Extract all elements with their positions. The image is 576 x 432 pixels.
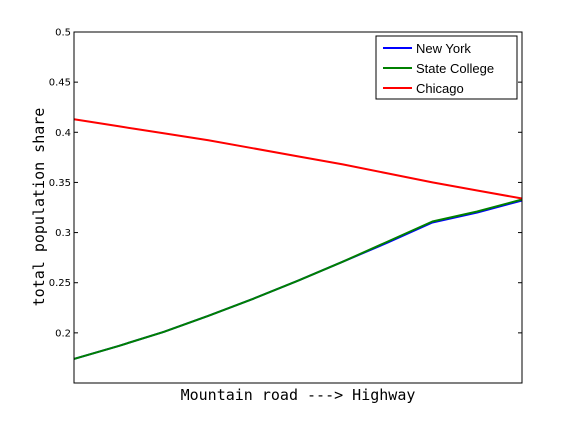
y-axis-ticks: 0.2 0.25 0.3 0.35 0.4 0.45 0.5 xyxy=(49,28,522,339)
series-layer xyxy=(73,118,523,360)
legend-label-chicago: Chicago xyxy=(416,81,464,96)
y-axis-label: total population share xyxy=(30,108,48,307)
y-tick-label: 0.25 xyxy=(49,278,71,289)
legend: New York State College Chicago xyxy=(375,35,518,100)
y-tick-label: 0.2 xyxy=(55,328,71,339)
y-tick-label: 0.35 xyxy=(49,178,71,189)
y-tick-label: 0.4 xyxy=(55,128,71,139)
y-tick-label: 0.5 xyxy=(55,28,71,39)
y-tick-label: 0.45 xyxy=(49,78,71,89)
y-tick-label: 0.3 xyxy=(55,228,71,239)
plot-frame xyxy=(73,31,523,384)
series-line-chicago xyxy=(73,118,523,200)
series-line-state-college xyxy=(73,198,523,360)
legend-label-new-york: New York xyxy=(416,41,471,56)
x-axis-label: Mountain road ---> Highway xyxy=(181,386,416,404)
legend-label-state-college: State College xyxy=(416,61,494,76)
